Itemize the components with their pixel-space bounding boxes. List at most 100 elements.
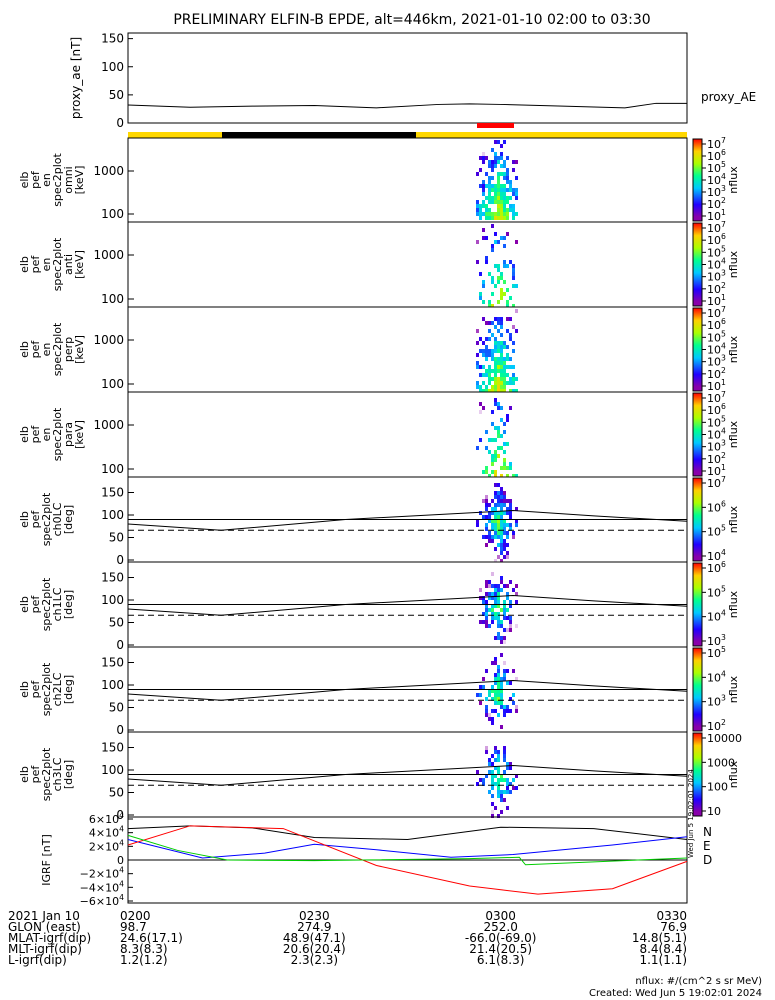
spectrogram-cell: [491, 786, 494, 790]
orbit-row-label: MLT-igrf(dip): [8, 942, 82, 956]
spectrogram-cell: [491, 689, 494, 693]
spectrogram-cell: [482, 373, 485, 377]
spectrogram-cell: [497, 758, 500, 762]
spectrogram-cell: [482, 572, 485, 576]
spectrogram-cell: [509, 604, 512, 608]
igrf-legend-N: N: [703, 825, 712, 839]
colorbar: [692, 562, 703, 647]
spectrogram-cell: [500, 272, 503, 276]
spectrogram-cell: [488, 653, 491, 657]
spectrogram-cell: [509, 576, 512, 580]
spectrogram-ylabel: [deg]: [62, 505, 75, 534]
spectrogram-cell: [497, 794, 500, 798]
colorbar-label: nflux: [727, 590, 740, 618]
spectrogram-cell: [506, 474, 509, 478]
spectrogram-cell: [509, 709, 512, 713]
spectrogram-ylabel: pef: [29, 425, 42, 444]
spectrogram-ylabel: para: [62, 422, 75, 447]
spectrogram-ylabel: spec2plot: [40, 662, 53, 716]
spectrogram-ylabel: spec2plot: [51, 237, 64, 291]
spectrogram-cell: [512, 304, 515, 308]
spectrogram-cell: [482, 184, 485, 188]
spectrogram-cell: [476, 770, 479, 774]
spectrogram-cell: [497, 669, 500, 673]
orbit-cell: 21.4(20.5): [469, 942, 532, 956]
spectrogram-cell: [488, 790, 491, 794]
spectrogram-cell: [512, 168, 515, 172]
spectrogram-cell: [494, 495, 497, 499]
spectrogram-ylabel: en: [40, 343, 53, 357]
spectrogram-cell: [500, 373, 503, 377]
loss-cone-curve: [127, 679, 688, 701]
spectrogram-cell: [500, 152, 503, 156]
spectrogram-cell: [497, 555, 500, 559]
spectrogram-cell: [476, 204, 479, 208]
spectrogram-cell: [506, 734, 509, 738]
spectrogram-cell: [488, 555, 491, 559]
spectrogram-cell: [509, 499, 512, 503]
spectrogram-cell: [491, 168, 494, 172]
spectrogram-cell: [503, 458, 506, 462]
spectrogram-cell: [485, 172, 488, 176]
created-stamp: Created: Wed Jun 5 19:02:01 2024: [589, 988, 762, 999]
spectrogram-cell: [512, 802, 515, 806]
spectrogram-cell: [506, 709, 509, 713]
spectrogram-cell: [506, 172, 509, 176]
spectrogram-cell: [503, 389, 506, 393]
spectrogram-cell: [494, 612, 497, 616]
spectrogram-cell: [503, 499, 506, 503]
spectrogram-cell: [506, 216, 509, 220]
spectrogram-cell: [485, 612, 488, 616]
orbit-cell: 48.9(47.1): [283, 931, 346, 945]
spectrogram-cell: [491, 462, 494, 466]
spectrogram-cell: [494, 657, 497, 661]
spectrogram-cell: [497, 588, 500, 592]
spectrogram-cell: [497, 685, 500, 689]
spectrogram-cell: [497, 426, 500, 430]
spectrogram-cell: [500, 466, 503, 470]
orbit-cell: 2.3(2.3): [291, 953, 339, 967]
spectrogram-cell: [497, 280, 500, 284]
spectrogram-cell: [497, 381, 500, 385]
spectrogram-cell: [509, 140, 512, 144]
spectrogram-cell: [482, 317, 485, 321]
spectrogram-cell: [506, 329, 509, 333]
spectrogram-cell: [515, 377, 518, 381]
spectrogram-cell: [482, 212, 485, 216]
spectrogram-ylabel: elb: [18, 681, 31, 698]
spectrogram-cell: [488, 381, 491, 385]
spectrogram-cell: [482, 300, 485, 304]
orbit-cell: 20.6(20.4): [283, 942, 346, 956]
spectrogram-cell: [485, 669, 488, 673]
spectrogram-cell: [488, 369, 491, 373]
spectrogram-cell: [479, 337, 482, 341]
spectrogram-cell: [482, 515, 485, 519]
spectrogram-cell: [482, 204, 485, 208]
spectrogram-cell: [476, 353, 479, 357]
spectrogram-ylabel: omni: [62, 166, 75, 193]
spectrogram-cell: [503, 758, 506, 762]
colorbar-label: nflux: [727, 760, 740, 788]
spectrogram-cell: [512, 389, 515, 393]
spectrogram-cell: [476, 240, 479, 244]
spectrogram-cell: [485, 446, 488, 450]
spectrogram-cell: [500, 365, 503, 369]
spectrogram-cell: [515, 519, 518, 523]
spectrogram-cell: [503, 292, 506, 296]
spectrogram-cell: [512, 373, 515, 377]
spectrogram-cell: [494, 511, 497, 515]
spectrogram-cell: [494, 264, 497, 268]
colorbar: [692, 477, 703, 562]
spectrogram-cell: [503, 770, 506, 774]
colorbar: [692, 222, 703, 307]
spectrogram-cell: [494, 588, 497, 592]
spectrogram-cell: [497, 192, 500, 196]
spectrogram-cell: [509, 507, 512, 511]
spectrogram-cell: [494, 701, 497, 705]
spectrogram-ylabel: en: [40, 428, 53, 442]
spectrogram-cell: [491, 479, 494, 483]
spectrogram-cell: [476, 729, 479, 733]
spectrogram-cell: [488, 649, 491, 653]
spectrogram-cell: [503, 341, 506, 345]
ae-ytick-label: 100: [101, 60, 124, 74]
